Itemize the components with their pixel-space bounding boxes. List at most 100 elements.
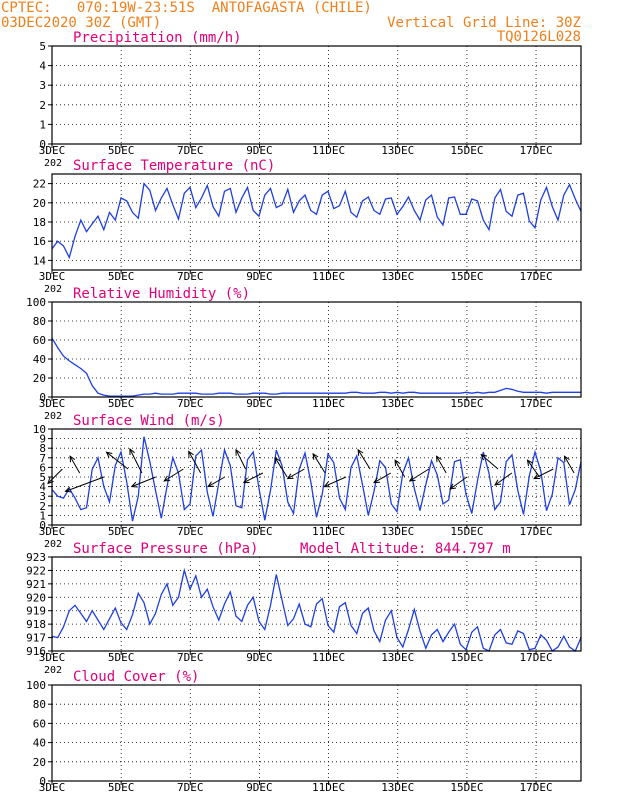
x-tick-label: 11DEC (312, 144, 345, 157)
x-tick-label: 5DEC (108, 651, 135, 664)
y-tick-label: 1 (39, 509, 46, 522)
panel-frame (51, 428, 582, 526)
header-model-code: TQ0126L028 (496, 29, 581, 45)
x-tick-label: 3DEC (39, 270, 66, 283)
wind-vector (287, 468, 305, 480)
header-date-line: 03DEC2020 30Z (GMT) (1, 15, 162, 31)
wind-vector (129, 448, 143, 474)
header-station-line: CPTEC: 070:19W-23:51S ANTOFAGASTA (CHILE… (1, 0, 372, 16)
x-tick-label: 5DEC (108, 525, 135, 538)
wind-vector-head (408, 475, 416, 482)
wind-vector-head (563, 455, 570, 463)
y-tick-label: 4 (39, 481, 46, 494)
panel-frame (51, 301, 582, 398)
x-tick-label: 7DEC (177, 270, 204, 283)
y-tick-label: 4 (39, 60, 46, 73)
y-tick-label: 20 (33, 756, 46, 769)
y-tick-label: 5 (39, 471, 46, 484)
wind-vector (235, 449, 247, 470)
wind-vector-head (242, 477, 250, 484)
x-tick-label: 17DEC (519, 781, 552, 794)
x-tick-label: 5DEC (108, 144, 135, 157)
wind-vector-head (449, 483, 457, 490)
wind-vector (312, 453, 326, 474)
x-tick-label: 17DEC (519, 651, 552, 664)
x-tick-label: 9DEC (246, 525, 273, 538)
y-tick-label: 3 (39, 490, 46, 503)
wind-vector (274, 457, 288, 478)
panel-temp: 14 16 18 20 22 3DEC 5DEC 7DEC 9DEC 11DEC 13DEC 15DE… (33, 158, 582, 295)
y-tick-label: 923 (26, 551, 46, 564)
x-tick-label: 9DEC (246, 270, 273, 283)
x-tick-label: 11DEC (312, 525, 345, 538)
y-tick-label: 921 (26, 578, 46, 591)
x-tick-label: 9DEC (246, 781, 273, 794)
y-tick-label: 3 (39, 79, 46, 92)
x-tick-label: 15DEC (450, 781, 483, 794)
x-tick-label: 7DEC (177, 651, 204, 664)
wind-vector-head (129, 447, 135, 456)
panel-frame (51, 45, 582, 145)
y-tick-label: 919 (26, 605, 46, 618)
wind-vector-head (526, 459, 534, 467)
wind-vector-head (163, 475, 171, 482)
wind-vector-head (64, 486, 72, 493)
y-tick-label: 922 (26, 564, 46, 577)
panel-title: Surface Wind (m/s) (73, 413, 225, 429)
x-tick-label: 9DEC (246, 651, 273, 664)
wind-vector (47, 468, 63, 484)
wind-vector-head (436, 455, 442, 463)
y-tick-label: 920 (26, 591, 46, 604)
panel-frame (51, 173, 582, 271)
wind-vector (533, 468, 554, 480)
y-tick-label: 80 (33, 315, 46, 328)
y-tick-label: 60 (33, 334, 46, 347)
x-tick-label: 17DEC (519, 525, 552, 538)
y-tick-label: 5 (39, 40, 46, 53)
x-tick-label: 11DEC (312, 651, 345, 664)
wind-vector (324, 476, 347, 488)
x-tick-label: 9DEC (246, 397, 273, 410)
x-tick-label: 15DEC (450, 144, 483, 157)
x-year-sublabel: 202 (44, 411, 62, 422)
y-tick-label: 2 (39, 500, 46, 513)
x-tick-label: 7DEC (177, 781, 204, 794)
wind-vector (373, 472, 392, 484)
x-tick-label: 11DEC (312, 270, 345, 283)
wind-vector-head (207, 481, 215, 488)
x-tick-label: 13DEC (381, 525, 414, 538)
wind-vector (131, 476, 156, 488)
panel-frame (51, 684, 582, 782)
x-tick-label: 9DEC (246, 144, 273, 157)
y-tick-label: 16 (33, 235, 46, 248)
x-tick-label: 15DEC (450, 525, 483, 538)
y-tick-label: 7 (39, 452, 46, 465)
panel-cloud: 0 20 40 60 80 100 3DEC 5DEC 7DEC 9DEC 11DEC 13DEC 15… (26, 669, 582, 794)
y-tick-label: 0 (39, 519, 46, 532)
wind-vector (243, 472, 264, 484)
x-tick-label: 17DEC (519, 144, 552, 157)
x-tick-label: 3DEC (39, 651, 66, 664)
x-year-sublabel: 202 (44, 539, 62, 550)
x-tick-label: 13DEC (381, 144, 414, 157)
wind-vector (65, 476, 105, 492)
y-tick-label: 100 (26, 296, 46, 309)
y-tick-label: 40 (33, 353, 46, 366)
x-tick-label: 11DEC (312, 781, 345, 794)
x-tick-label: 3DEC (39, 144, 66, 157)
wind-vector-head (312, 452, 319, 460)
x-tick-label: 17DEC (519, 397, 552, 410)
wind-vector (69, 455, 81, 474)
panel-rh: 0 20 40 60 80 100 3DEC 5DEC 7DEC 9DEC 11DEC 13DEC 15… (26, 286, 582, 422)
y-tick-label: 2 (39, 99, 46, 112)
y-tick-label: 80 (33, 698, 46, 711)
wind-vector-head (235, 448, 242, 456)
wind-vector-head (357, 448, 364, 456)
panel-title: Surface Pressure (hPa) (73, 541, 258, 557)
x-tick-label: 7DEC (177, 144, 204, 157)
y-tick-label: 917 (26, 632, 46, 645)
x-tick-label: 5DEC (108, 781, 135, 794)
wind-vector-head (188, 450, 194, 458)
